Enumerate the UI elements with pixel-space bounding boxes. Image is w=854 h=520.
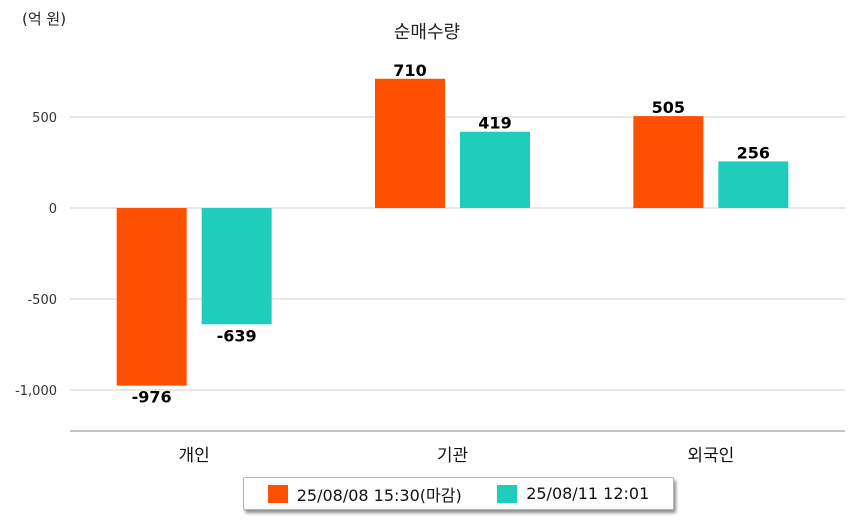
chart-title: 순매수량 — [393, 22, 461, 43]
legend-swatch-series-1 — [267, 484, 288, 503]
bar-chart: 500 0 -500 -1,000 -976 -639 개인 710 419 기관 505 256 외국… — [15, 61, 845, 466]
legend-label-series-2: 25/08/11 12:01 — [526, 484, 650, 503]
bar-1-3 — [633, 116, 704, 208]
x-category-label: 외국인 — [687, 446, 734, 466]
x-category-label: 기관 — [437, 446, 468, 466]
legend-item-series-1[interactable]: 25/08/08 15:30(마감) — [267, 482, 462, 506]
data-label: 505 — [652, 98, 685, 117]
bar-2-1 — [201, 208, 272, 325]
bar-2-2 — [460, 131, 530, 208]
data-label: 710 — [393, 61, 426, 80]
y-tick-label: 500 — [32, 111, 57, 126]
data-label: -639 — [217, 326, 257, 345]
data-label: -976 — [132, 388, 172, 407]
data-label: 419 — [478, 114, 511, 133]
y-tick-label: -500 — [27, 293, 57, 308]
y-tick-label: 0 — [49, 202, 57, 217]
bar-1-1 — [116, 208, 187, 386]
bar-1-2 — [375, 78, 445, 208]
legend-label-series-1: 25/08/08 15:30(마감) — [296, 485, 462, 505]
y-axis-unit-label: (억 원) — [22, 10, 67, 28]
bar-2-3 — [718, 161, 789, 208]
x-category-label: 개인 — [179, 446, 210, 466]
data-label: 256 — [737, 143, 770, 162]
legend: 25/08/08 15:30(마감) 25/08/11 12:01 — [243, 477, 674, 510]
legend-item-series-2[interactable]: 25/08/11 12:01 — [497, 484, 649, 503]
legend-swatch-series-2 — [497, 484, 518, 503]
y-tick-label: -1,000 — [15, 384, 57, 399]
